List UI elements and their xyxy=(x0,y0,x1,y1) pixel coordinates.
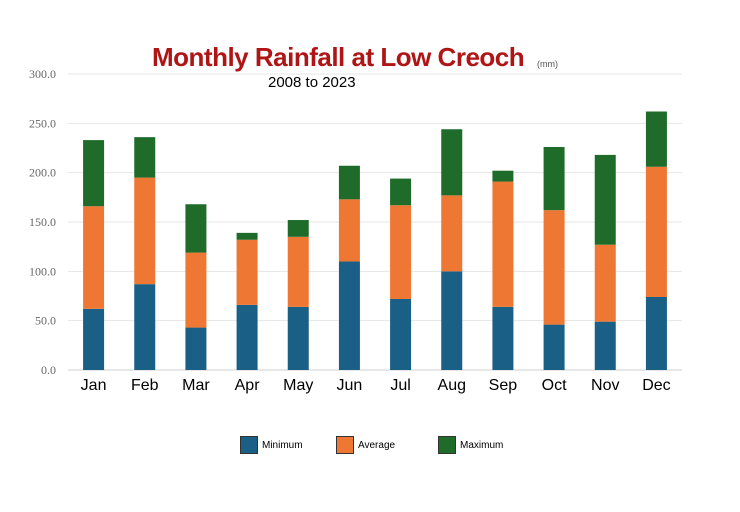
bar-maximum xyxy=(134,137,156,178)
y-tick-label: 0.0 xyxy=(41,363,56,377)
bar-maximum xyxy=(287,220,309,237)
y-tick-label: 50.0 xyxy=(35,314,56,328)
bar-maximum xyxy=(645,111,667,167)
bar-maximum xyxy=(185,204,207,253)
x-tick-label: Oct xyxy=(542,377,567,394)
bar-minimum xyxy=(543,324,565,370)
y-tick-label: 250.0 xyxy=(29,116,56,130)
legend-item-average: Average xyxy=(336,436,395,454)
bar-average xyxy=(287,236,309,307)
bar-average xyxy=(338,199,360,262)
bar-maximum xyxy=(390,178,412,206)
bar-average xyxy=(390,205,412,299)
bar-minimum xyxy=(645,296,667,370)
x-tick-label: Jul xyxy=(390,377,410,394)
bar-average xyxy=(645,166,667,297)
legend-item-maximum: Maximum xyxy=(438,436,503,454)
x-tick-label: Aug xyxy=(438,377,466,394)
x-tick-label: Dec xyxy=(642,377,670,394)
bar-minimum xyxy=(236,304,258,370)
legend-swatch-minimum xyxy=(240,436,258,454)
bar-minimum xyxy=(185,327,207,370)
bar-maximum xyxy=(236,232,258,240)
bar-minimum xyxy=(594,321,616,370)
bar-minimum xyxy=(338,261,360,370)
legend-item-minimum: Minimum xyxy=(240,436,303,454)
x-tick-label: Jun xyxy=(337,377,363,394)
y-tick-label: 100.0 xyxy=(29,264,56,278)
bar-minimum xyxy=(83,308,105,370)
bar-average xyxy=(134,177,156,285)
bar-average xyxy=(543,210,565,325)
bar-maximum xyxy=(594,154,616,245)
x-tick-label: Mar xyxy=(182,377,210,394)
legend-label-minimum: Minimum xyxy=(262,439,303,451)
bar-maximum xyxy=(338,165,360,200)
bar-minimum xyxy=(134,284,156,370)
bar-maximum xyxy=(83,140,105,207)
bar-maximum xyxy=(441,129,463,196)
bar-average xyxy=(236,239,258,305)
legend-label-average: Average xyxy=(358,439,396,451)
x-tick-label: Sep xyxy=(489,377,518,394)
chart-title: Monthly Rainfall at Low Creoch xyxy=(152,42,525,72)
bar-maximum xyxy=(543,147,565,211)
legend-swatch-average xyxy=(336,436,354,454)
bar-maximum xyxy=(492,170,514,182)
bar-average xyxy=(83,206,105,309)
x-tick-label: Jan xyxy=(81,377,107,394)
bar-minimum xyxy=(390,298,412,370)
chart-subtitle: 2008 to 2023 xyxy=(268,74,356,91)
legend-swatch-maximum xyxy=(438,436,456,454)
bar-average xyxy=(185,252,207,328)
bar-average xyxy=(441,195,463,272)
x-tick-label: Nov xyxy=(591,377,619,394)
y-tick-label: 150.0 xyxy=(29,215,56,229)
bar-average xyxy=(594,244,616,322)
legend-label-maximum: Maximum xyxy=(460,439,504,451)
bar-average xyxy=(492,181,514,307)
y-tick-label: 200.0 xyxy=(29,166,56,180)
x-tick-label: May xyxy=(283,377,313,394)
unit-label: (mm) xyxy=(537,59,558,69)
bar-minimum xyxy=(441,271,463,370)
bar-minimum xyxy=(492,306,514,370)
x-tick-label: Apr xyxy=(235,377,261,394)
x-tick-label: Feb xyxy=(131,377,159,394)
bar-minimum xyxy=(287,306,309,370)
y-tick-label: 300.0 xyxy=(29,67,56,81)
